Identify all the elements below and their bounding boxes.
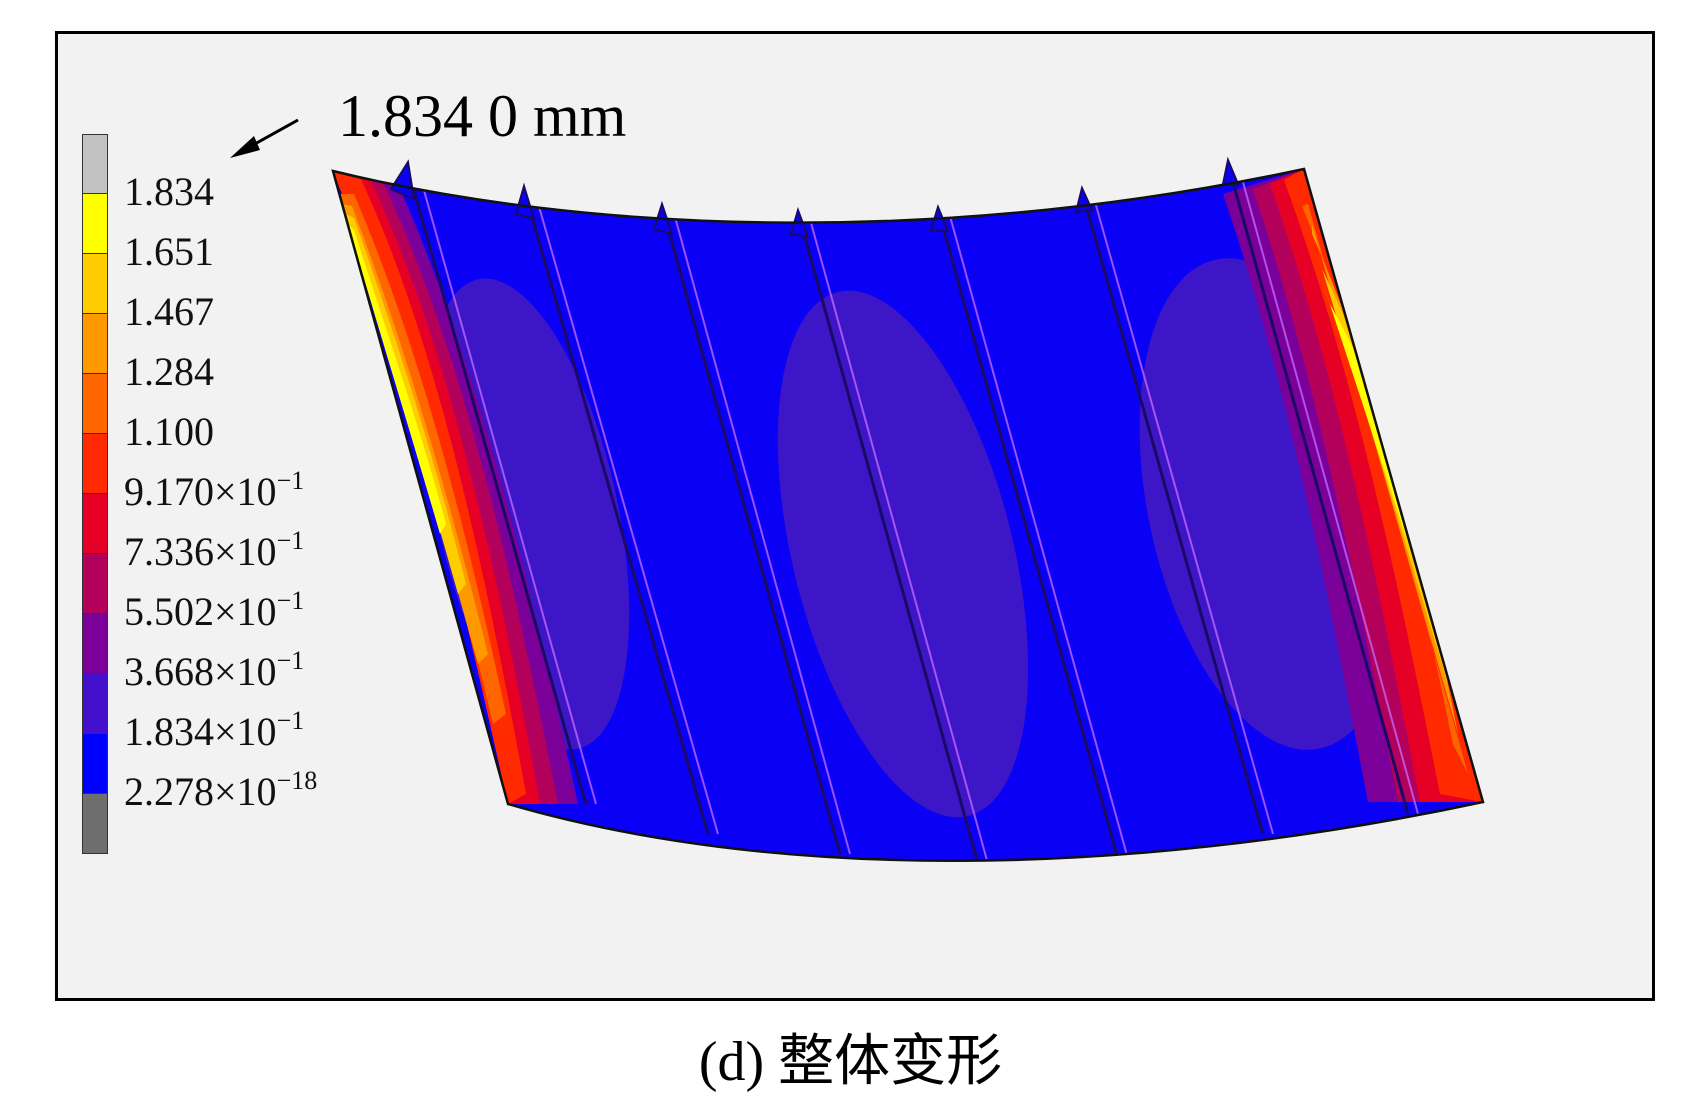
deformed-outline bbox=[331, 167, 1485, 862]
legend-label: 1.467 bbox=[124, 292, 214, 332]
figure-caption: (d) 整体变形 bbox=[698, 1031, 1003, 1093]
legend-label-mantissa: 3.668×10 bbox=[124, 649, 277, 694]
legend-label: 1.651 bbox=[124, 232, 214, 272]
legend-label-exponent: −1 bbox=[276, 586, 305, 615]
legend-label-mantissa: 9.170×10 bbox=[124, 469, 277, 514]
deformation-contour-model bbox=[230, 118, 1485, 862]
legend-label: 9.170×10−1 bbox=[124, 468, 304, 514]
legend-label-exponent: −18 bbox=[276, 766, 318, 795]
legend-swatch bbox=[82, 674, 108, 734]
legend-label-exponent: −1 bbox=[276, 466, 305, 495]
legend-label: 3.668×10−1 bbox=[124, 648, 304, 694]
stiffener-highlights bbox=[417, 169, 1419, 861]
legend-label-mantissa: 1.467 bbox=[124, 289, 214, 334]
legend-swatch bbox=[82, 494, 108, 554]
right-edge-contours bbox=[1223, 169, 1483, 802]
legend-swatch bbox=[82, 614, 108, 674]
legend-label-mantissa: 7.336×10 bbox=[124, 529, 277, 574]
max-value-arrow bbox=[230, 118, 299, 158]
legend-label-mantissa: 1.100 bbox=[124, 409, 214, 454]
legend-label-mantissa: 1.284 bbox=[124, 349, 214, 394]
legend-swatch bbox=[82, 374, 108, 434]
stiffener-ribs bbox=[406, 169, 1410, 861]
legend-swatch bbox=[82, 554, 108, 614]
legend-label: 1.100 bbox=[124, 412, 214, 452]
legend-label-mantissa: 5.502×10 bbox=[124, 589, 277, 634]
legend-label: 1.284 bbox=[124, 352, 214, 392]
legend-label-mantissa: 1.834×10 bbox=[124, 709, 277, 754]
legend-swatch bbox=[82, 134, 108, 194]
legend-label-exponent: −1 bbox=[276, 526, 305, 555]
legend-label: 7.336×10−1 bbox=[124, 528, 304, 574]
max-deformation-annotation: 1.834 0 mm bbox=[338, 83, 627, 149]
legend-label-exponent: −1 bbox=[276, 646, 305, 675]
legend-swatch bbox=[82, 254, 108, 314]
legend-swatch bbox=[82, 434, 108, 494]
legend-label-mantissa: 1.834 bbox=[124, 169, 214, 214]
figure-frame: 1.834 1.651 1.467 1.284 1.100 9.170×10−1 7.336… bbox=[55, 31, 1655, 1001]
legend-label: 1.834×10−1 bbox=[124, 708, 304, 754]
legend-label: 2.278×10−18 bbox=[124, 768, 317, 814]
legend-swatch bbox=[82, 314, 108, 374]
legend-color-bar bbox=[82, 134, 108, 854]
legend-label-mantissa: 1.651 bbox=[124, 229, 214, 274]
left-edge-contours bbox=[333, 171, 578, 804]
legend-label-mantissa: 2.278×10 bbox=[124, 769, 277, 814]
legend-swatch bbox=[82, 734, 108, 794]
legend-label: 1.834 bbox=[124, 172, 214, 212]
legend-label: 5.502×10−1 bbox=[124, 588, 304, 634]
legend-label-exponent: −1 bbox=[276, 706, 305, 735]
legend-swatch bbox=[82, 194, 108, 254]
legend-swatch-below-range bbox=[82, 794, 108, 854]
